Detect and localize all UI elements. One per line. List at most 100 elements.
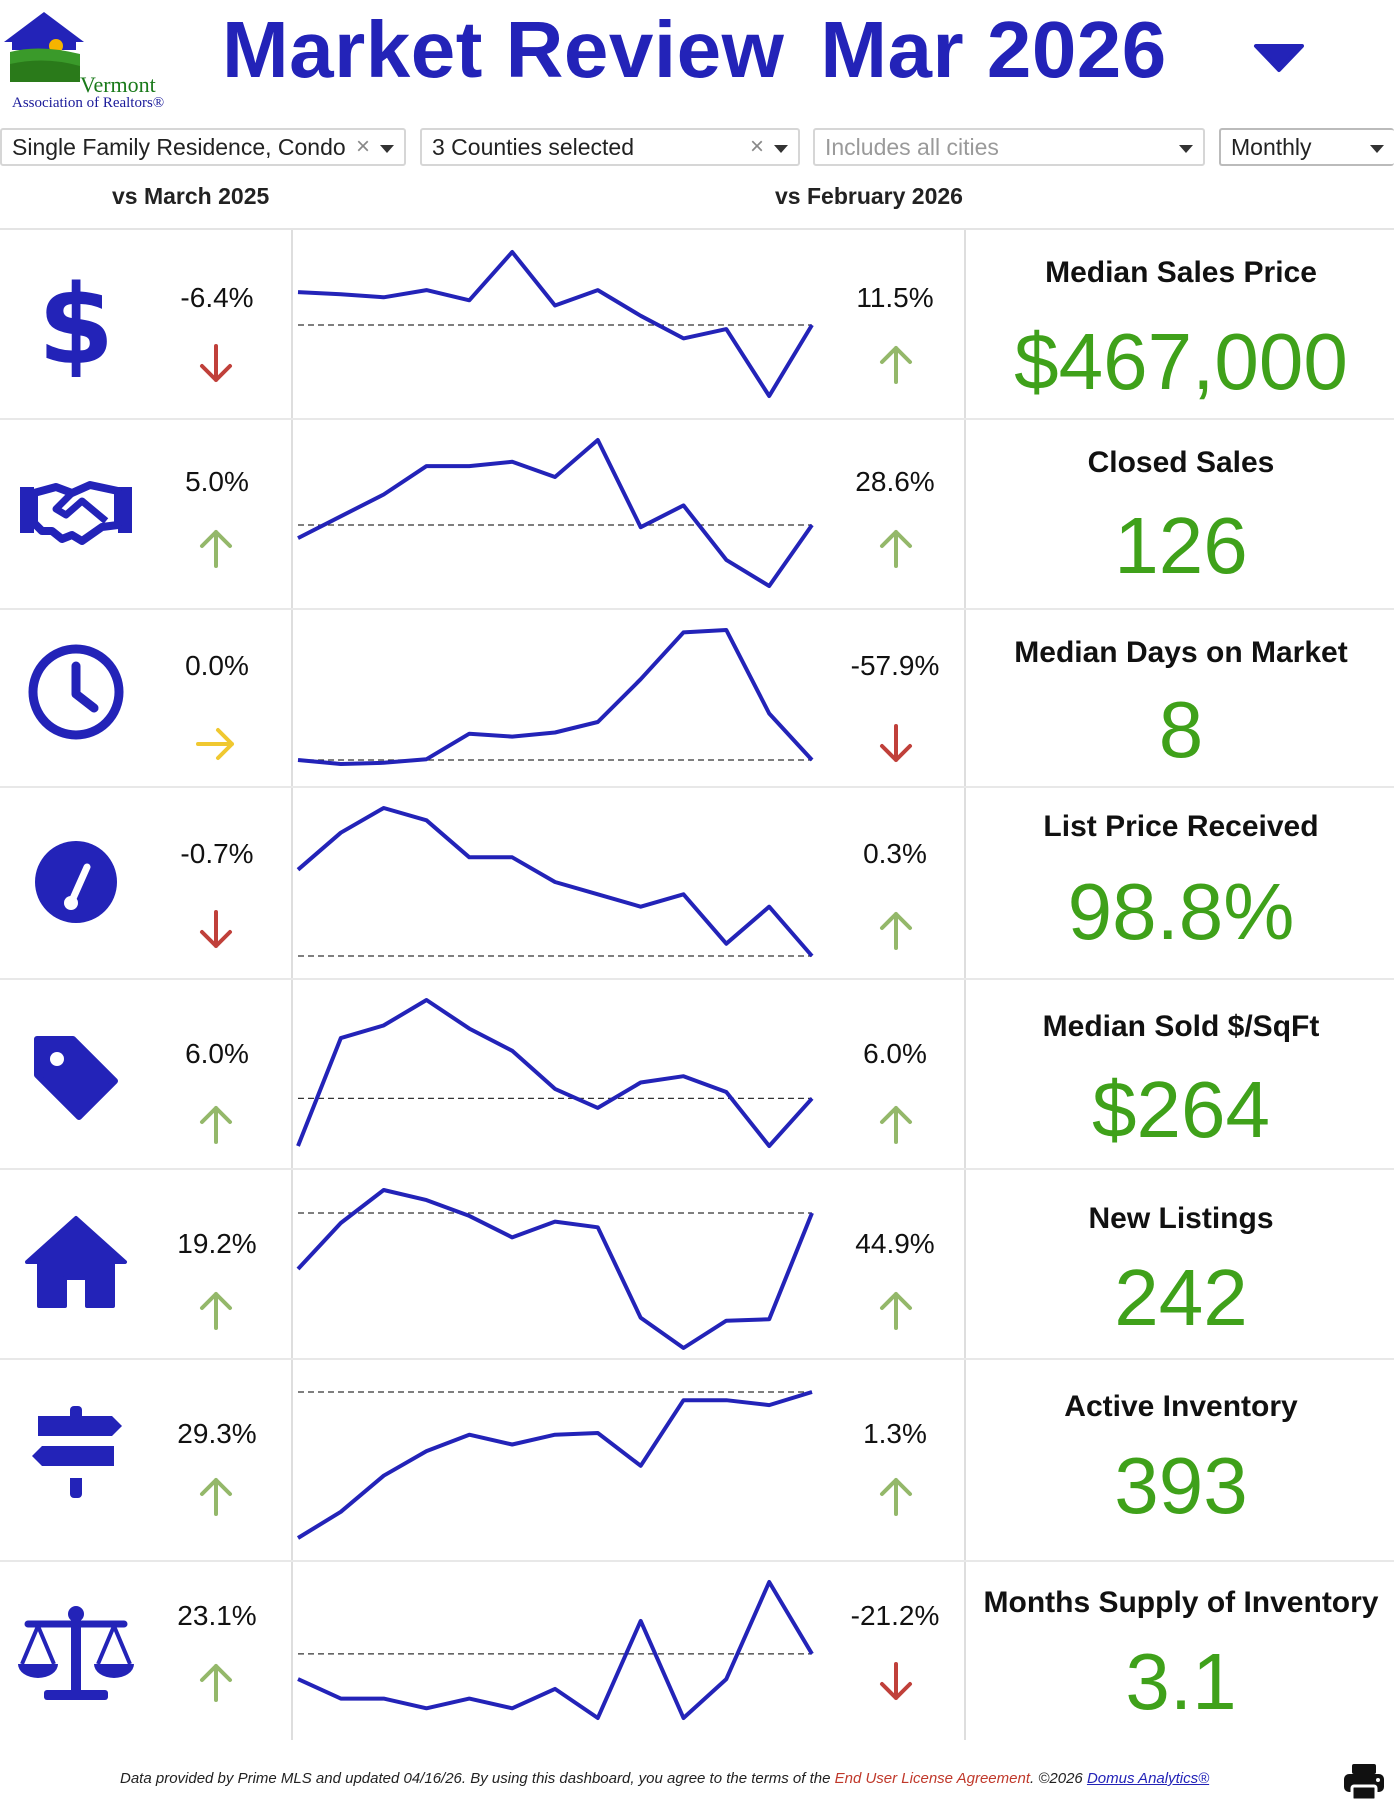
sparklines: [296, 250, 814, 1720]
metric-name: Median Days on Market: [1014, 636, 1348, 669]
house-icon: [14, 1200, 138, 1324]
vs-year-change: 29.3%: [177, 1418, 257, 1449]
page-title: Market Review Mar 2026: [222, 4, 1167, 96]
month-selector-label[interactable]: Mar 2026: [820, 5, 1167, 94]
vermont-realtors-logo: Vermont Association of Realtors®: [0, 8, 180, 111]
arrow-up-icon: [876, 908, 916, 952]
divider: [291, 230, 293, 1740]
metric-value: 126: [1114, 501, 1248, 590]
handshake-icon: [14, 450, 138, 574]
header: Vermont Association of Realtors® Market …: [0, 0, 1394, 118]
month-dropdown-caret-icon[interactable]: [1252, 40, 1306, 74]
vs-month-change: 6.0%: [863, 1038, 927, 1069]
arrow-up-icon: [196, 1474, 236, 1518]
row-divider: [0, 978, 1394, 980]
eula-link[interactable]: End User License Agreement: [834, 1770, 1030, 1787]
vs-year-change: -6.4%: [180, 282, 254, 313]
printer-icon[interactable]: [1342, 1762, 1386, 1802]
logo-text-vermont: Vermont: [80, 72, 156, 97]
arrow-up-icon: [196, 526, 236, 570]
arrow-down-icon: [196, 908, 236, 952]
metric-value: 98.8%: [1067, 867, 1295, 956]
arrow-up-icon: [196, 1102, 236, 1146]
cities-select[interactable]: Includes all cities: [813, 128, 1205, 166]
metric-value: $264: [1092, 1065, 1270, 1154]
metric-value: 393: [1114, 1441, 1248, 1530]
price-tag-icon: [14, 1016, 138, 1140]
signpost-icon: [14, 1390, 138, 1514]
vs-year-change: 0.0%: [185, 650, 249, 681]
arrow-down-icon: [876, 722, 916, 766]
arrow-down-icon: [876, 1660, 916, 1704]
vs-month-change: 1.3%: [863, 1418, 927, 1449]
arrow-down-icon: [196, 342, 236, 386]
sparkline-5: [296, 1188, 814, 1350]
column-header-vs-month: vs February 2026: [775, 183, 963, 209]
period-value: Monthly: [1231, 134, 1312, 160]
dollar-icon: $: [14, 260, 138, 384]
vs-month-change: 11.5%: [856, 282, 934, 313]
row-divider: [0, 608, 1394, 610]
row-divider: [0, 1358, 1394, 1360]
chevron-down-icon[interactable]: [1370, 145, 1384, 153]
metric-value: 3.1: [1125, 1637, 1237, 1726]
chevron-down-icon[interactable]: [380, 145, 394, 153]
arrow-right-icon: [196, 722, 236, 766]
vs-month-change: 44.9%: [855, 1228, 935, 1259]
sparkline-3: [296, 806, 814, 958]
vs-year-change: 5.0%: [185, 466, 249, 497]
divider: [0, 228, 1394, 230]
chevron-down-icon[interactable]: [1179, 145, 1193, 153]
row-divider: [0, 1560, 1394, 1562]
footer-disclaimer: Data provided by Prime MLS and updated 0…: [120, 1770, 1209, 1787]
metric-name: Median Sales Price: [1045, 256, 1317, 289]
metric-value: 242: [1114, 1253, 1248, 1342]
row-divider: [0, 418, 1394, 420]
sparkline-6: [296, 1390, 813, 1540]
metric-name: Closed Sales: [1087, 446, 1275, 479]
chevron-down-icon[interactable]: [774, 145, 788, 153]
vs-month-change: 28.6%: [855, 466, 935, 497]
metric-value: 8: [1158, 685, 1204, 774]
footer-text: Data provided by Prime MLS and updated 0…: [120, 1770, 835, 1787]
domus-analytics-link[interactable]: Domus Analytics®: [1086, 1770, 1210, 1787]
vs-month-change: 0.3%: [863, 838, 927, 869]
title-text: Market Review: [222, 5, 785, 94]
arrow-up-icon: [876, 1474, 916, 1518]
arrow-up-icon: [876, 1102, 916, 1146]
clock-icon: [14, 630, 138, 754]
metric-name: New Listings: [1088, 1202, 1274, 1235]
clear-counties-icon[interactable]: ×: [749, 133, 764, 160]
period-select[interactable]: Monthly: [1219, 128, 1394, 166]
vs-year-change: -0.7%: [180, 838, 254, 869]
counties-select[interactable]: 3 Counties selected ×: [420, 128, 800, 166]
vs-year-change: 19.2%: [177, 1228, 257, 1259]
footer-copyright: . ©2026: [1030, 1770, 1087, 1787]
arrow-up-icon: [876, 526, 916, 570]
column-header-vs-year: vs March 2025: [112, 183, 270, 209]
property-type-select[interactable]: Single Family Residence, Condo ×: [0, 128, 406, 166]
property-type-value: Single Family Residence, Condo: [12, 134, 346, 160]
svg-text:$: $: [38, 267, 115, 377]
arrow-up-icon: [876, 342, 916, 386]
divider: [964, 230, 966, 1740]
sparkline-4: [296, 998, 814, 1148]
logo-text-association: Association of Realtors®: [12, 95, 165, 111]
vs-year-change: 6.0%: [185, 1038, 249, 1069]
sparkline-0: [297, 250, 814, 398]
row-divider: [0, 786, 1394, 788]
metric-name: Median Sold $/SqFt: [1042, 1010, 1320, 1043]
metric-name: Active Inventory: [1064, 1390, 1298, 1423]
sparkline-1: [297, 438, 814, 588]
vs-month-change: -21.2%: [850, 1600, 940, 1631]
arrow-up-icon: [196, 1288, 236, 1332]
arrow-up-icon: [196, 1660, 236, 1704]
metric-name: List Price Received: [1043, 810, 1319, 843]
counties-value: 3 Counties selected: [432, 134, 635, 160]
sparkline-7: [297, 1580, 814, 1720]
metric-value: $467,000: [1014, 317, 1348, 406]
clear-property-type-icon[interactable]: ×: [355, 133, 370, 160]
vs-month-change: -57.9%: [850, 650, 940, 681]
vs-year-change: 23.1%: [177, 1600, 257, 1631]
scale-icon: [14, 1590, 138, 1714]
